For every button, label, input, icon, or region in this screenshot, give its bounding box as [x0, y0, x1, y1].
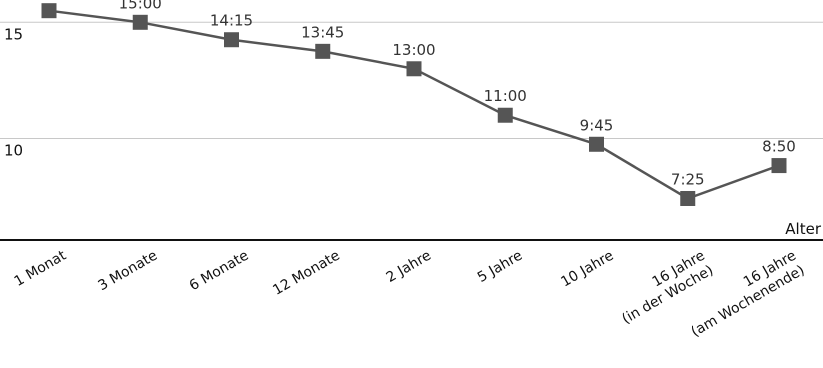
x-tick-line: 5 Jahre: [475, 248, 525, 286]
x-tick-line: 12 Monate: [270, 248, 342, 299]
x-tick-line: 3 Monate: [95, 248, 160, 295]
x-tick-line: 10 Jahre: [558, 248, 616, 291]
x-tick-label: 10 Jahre: [558, 248, 616, 291]
data-point-marker: [41, 3, 57, 19]
y-tick-label: 10: [4, 141, 23, 159]
data-label: 13:45: [301, 23, 344, 41]
data-point-marker: [771, 158, 787, 174]
x-tick-label: 2 Jahre: [384, 248, 434, 286]
x-tick-label: 16 Jahre(in der Woche): [611, 248, 716, 328]
x-tick-text: 1 Monat: [12, 247, 70, 290]
data-point-marker: [315, 43, 331, 59]
data-point-marker: [497, 107, 513, 123]
x-tick-text: 5 Jahre: [475, 248, 525, 286]
x-tick-label: 12 Monate: [270, 248, 342, 299]
x-tick-label: 1 Monat: [12, 247, 70, 290]
data-label: 15:00: [119, 0, 162, 12]
y-tick-label: 15: [4, 25, 23, 43]
grid-lines: [0, 21, 823, 139]
y-axis-ticks: 10 15: [4, 25, 23, 159]
data-point-marker: [224, 32, 239, 48]
x-tick-label: 3 Monate: [95, 248, 160, 295]
series-line-group: 15:30 15:00 14:15 13:45 13:00 11:00 9:45 7:25 8:…: [27, 0, 796, 206]
data-label: 8:50: [762, 138, 796, 156]
data-point-marker: [589, 136, 604, 152]
data-label: 14:15: [210, 12, 253, 30]
x-tick-line: 6 Monate: [187, 248, 252, 295]
x-tick-text: 2 Jahre: [384, 248, 434, 286]
x-tick-text: 6 Monate: [187, 248, 252, 295]
data-point-marker: [680, 190, 696, 206]
x-tick-label: 5 Jahre: [475, 248, 525, 286]
x-tick-text: 10 Jahre: [558, 248, 616, 291]
x-tick-label: 6 Monate: [187, 248, 252, 295]
data-label: 7:25: [671, 170, 705, 188]
data-label: 11:00: [484, 87, 527, 105]
x-tick-line: 1 Monat: [12, 247, 70, 290]
x-tick-line: 2 Jahre: [384, 248, 434, 286]
x-tick-text: 3 Monate: [95, 248, 160, 295]
x-tick-text: 12 Monate: [270, 248, 342, 299]
x-tick-text: 16 Jahre(in der Woche): [611, 248, 716, 328]
data-label: 9:45: [580, 116, 614, 134]
data-label: 13:00: [392, 41, 435, 59]
data-point-marker: [132, 14, 148, 30]
x-axis-label: Alter: [785, 220, 822, 238]
x-axis-ticks: 1 Monat 3 Monate 6 Monate 12 Monate 2 Jahre 5…: [12, 247, 808, 340]
data-label: 15:30: [27, 0, 70, 1]
data-point-marker: [406, 61, 422, 77]
series-line: [48, 9, 780, 200]
